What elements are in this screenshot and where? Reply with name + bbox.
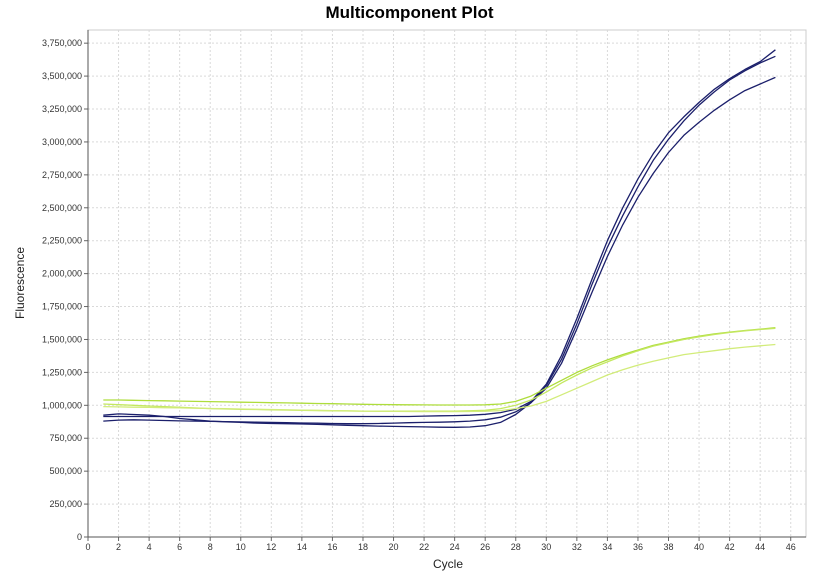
x-tick-label: 36 bbox=[633, 542, 643, 552]
y-tick-label: 250,000 bbox=[49, 499, 82, 509]
y-tick-label: 3,500,000 bbox=[42, 71, 82, 81]
x-tick-label: 24 bbox=[450, 542, 460, 552]
x-tick-label: 44 bbox=[755, 542, 765, 552]
y-axis-label: Fluorescence bbox=[13, 247, 27, 319]
x-tick-label: 6 bbox=[177, 542, 182, 552]
x-tick-label: 20 bbox=[389, 542, 399, 552]
y-tick-label: 3,000,000 bbox=[42, 137, 82, 147]
x-axis-label: Cycle bbox=[433, 557, 463, 571]
x-tick-label: 2 bbox=[116, 542, 121, 552]
x-tick-label: 46 bbox=[786, 542, 796, 552]
y-tick-label: 1,750,000 bbox=[42, 302, 82, 312]
x-tick-label: 26 bbox=[480, 542, 490, 552]
x-tick-label: 34 bbox=[602, 542, 612, 552]
x-tick-label: 16 bbox=[327, 542, 337, 552]
x-tick-label: 38 bbox=[664, 542, 674, 552]
x-tick-label: 30 bbox=[541, 542, 551, 552]
y-tick-label: 2,250,000 bbox=[42, 236, 82, 246]
chart-title: Multicomponent Plot bbox=[325, 3, 494, 22]
x-tick-label: 18 bbox=[358, 542, 368, 552]
y-tick-label: 2,750,000 bbox=[42, 170, 82, 180]
series-line-6 bbox=[103, 343, 776, 413]
x-tick-label: 0 bbox=[85, 542, 90, 552]
series-line-2 bbox=[103, 76, 776, 425]
series-line-3 bbox=[103, 49, 776, 418]
x-tick-label: 40 bbox=[694, 542, 704, 552]
y-tick-label: 500,000 bbox=[49, 466, 82, 476]
y-tick-label: 2,000,000 bbox=[42, 269, 82, 279]
x-tick-label: 42 bbox=[725, 542, 735, 552]
axes: 0 250,000 500,000 750,000 1,000,000 1,250,000… bbox=[42, 30, 806, 552]
y-tick-label: 3,750,000 bbox=[42, 38, 82, 48]
x-tick-label: 14 bbox=[297, 542, 307, 552]
y-tick-label: 1,250,000 bbox=[42, 367, 82, 377]
x-tick-label: 22 bbox=[419, 542, 429, 552]
y-tick-label: 1,000,000 bbox=[42, 400, 82, 410]
x-tick-label: 12 bbox=[266, 542, 276, 552]
x-tick-label: 8 bbox=[208, 542, 213, 552]
y-tick-label: 1,500,000 bbox=[42, 334, 82, 344]
grid-lines bbox=[87, 30, 806, 538]
y-tick-label: 2,500,000 bbox=[42, 203, 82, 213]
series-lines bbox=[103, 49, 776, 428]
y-tick-label: 0 bbox=[77, 532, 82, 542]
x-tick-label: 28 bbox=[511, 542, 521, 552]
x-tick-label: 32 bbox=[572, 542, 582, 552]
y-tick-label: 3,250,000 bbox=[42, 104, 82, 114]
x-tick-label: 10 bbox=[236, 542, 246, 552]
series-line-4 bbox=[103, 326, 776, 406]
x-tick-label: 4 bbox=[147, 542, 152, 552]
y-tick-label: 750,000 bbox=[49, 433, 82, 443]
